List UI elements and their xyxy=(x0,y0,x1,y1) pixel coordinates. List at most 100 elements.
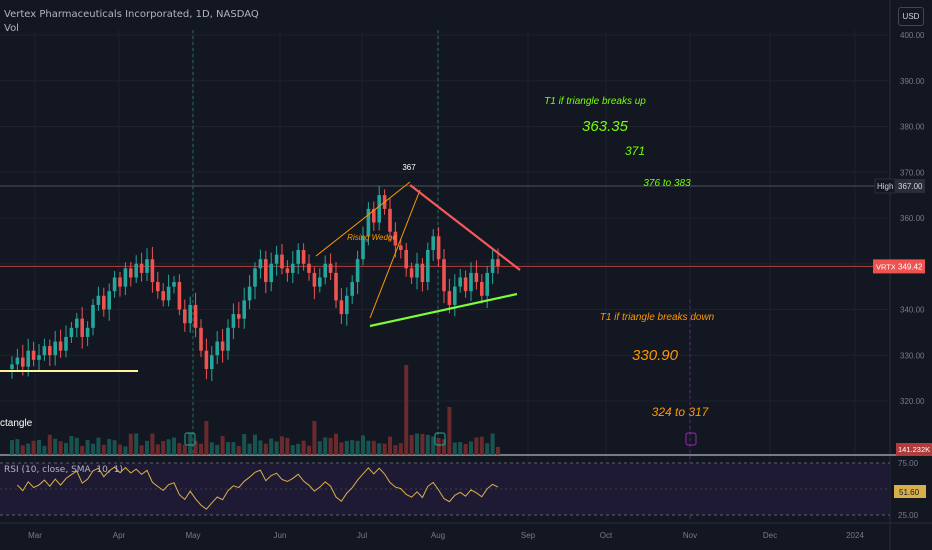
candle-body xyxy=(96,295,101,305)
volume-bar xyxy=(242,434,247,455)
candle-body xyxy=(123,268,128,287)
volume-bar xyxy=(58,441,63,455)
volume-bar xyxy=(425,434,430,455)
candle-body xyxy=(361,236,365,260)
volume-bar xyxy=(215,444,220,455)
volume-bar xyxy=(80,445,85,455)
volume-label: Vol xyxy=(4,23,19,34)
candle-body xyxy=(312,272,317,287)
candle-body xyxy=(426,250,430,283)
candle-body xyxy=(415,263,419,278)
volume-bar xyxy=(247,443,252,455)
annotation-label: 324 to 317 xyxy=(652,405,710,419)
volume-bar xyxy=(442,439,446,455)
candle-body xyxy=(377,195,381,223)
volume-bar xyxy=(452,442,457,455)
candle-body xyxy=(102,295,106,310)
candle-body xyxy=(247,286,252,301)
volume-bar xyxy=(317,441,322,455)
volume-bar xyxy=(118,444,122,455)
volume-bar xyxy=(112,440,117,455)
candle-body xyxy=(393,231,398,246)
candle-body xyxy=(177,282,182,310)
candle-body xyxy=(215,341,219,356)
volume-bar xyxy=(96,437,101,455)
volume-bar xyxy=(53,438,58,455)
candle-body xyxy=(334,272,338,301)
candle-body xyxy=(458,277,462,287)
volume-bar xyxy=(128,433,133,455)
candle-body xyxy=(107,291,111,310)
annotation-label: Rising Wedge xyxy=(347,233,397,242)
volume-bar xyxy=(26,443,31,455)
volume-bar xyxy=(334,433,338,455)
candle-body xyxy=(53,341,57,356)
candle-body xyxy=(350,282,354,296)
rsi-tick-label: 25.00 xyxy=(898,511,919,520)
candle-body xyxy=(112,277,117,292)
candle-body xyxy=(199,327,203,351)
price-tick-label: 360.00 xyxy=(900,214,925,223)
candle-body xyxy=(242,300,246,319)
volume-bar xyxy=(280,436,284,455)
earnings-icon xyxy=(434,432,446,446)
volume-bar xyxy=(415,433,419,455)
support-line xyxy=(369,292,518,328)
candle-body xyxy=(442,259,446,292)
candle-body xyxy=(48,346,52,356)
volume-bar xyxy=(447,407,452,455)
rsi-value-box xyxy=(894,485,926,498)
price-tick-label: 340.00 xyxy=(900,306,925,315)
volume-bar xyxy=(193,440,198,455)
candle-body xyxy=(366,208,371,237)
time-tick-label: 2024 xyxy=(846,531,864,540)
volume-bar xyxy=(463,443,468,455)
volume-bar xyxy=(177,443,182,455)
candle-body xyxy=(80,318,84,337)
time-tick-label: Dec xyxy=(763,531,777,540)
time-tick-label: Mar xyxy=(28,531,42,540)
volume-bar xyxy=(296,443,301,455)
volume-bar xyxy=(150,433,155,455)
candle-body xyxy=(496,259,500,267)
ticker-badge-box xyxy=(873,259,895,274)
volume-bar xyxy=(85,440,90,455)
volume-bar xyxy=(479,436,484,455)
volume-bar xyxy=(382,443,387,455)
volume-bar xyxy=(285,437,290,455)
annotation-label: 376 to 383 xyxy=(643,178,691,189)
candle-body xyxy=(485,272,489,296)
volume-bar xyxy=(393,445,398,455)
candle-body xyxy=(280,254,284,269)
candle-body xyxy=(26,350,30,367)
volume-bar xyxy=(172,437,176,455)
volume-bar xyxy=(307,445,311,455)
time-tick-label: Apr xyxy=(113,531,126,540)
candle-body xyxy=(150,259,155,283)
volume-bar xyxy=(236,445,241,455)
candle-body xyxy=(37,355,41,360)
candle-body xyxy=(274,254,279,264)
chart-title: Vertex Pharmaceuticals Incorporated, 1D,… xyxy=(4,9,259,20)
candle-body xyxy=(323,263,327,278)
volume-bar xyxy=(15,439,20,455)
volume-bar xyxy=(366,440,371,455)
annotation-label: T1 if triangle breaks up xyxy=(544,96,646,107)
time-tick-label: Nov xyxy=(683,531,697,540)
candle-body xyxy=(166,286,171,301)
volume-bar xyxy=(10,440,14,455)
volume-bar xyxy=(436,438,441,455)
time-tick-label: May xyxy=(185,531,200,540)
last-price-box xyxy=(895,259,925,274)
rsi-tick-label: 75.00 xyxy=(898,459,919,468)
volume-bar xyxy=(166,439,171,455)
currency-button[interactable]: USD xyxy=(898,7,924,26)
volume-bar xyxy=(42,445,47,455)
candle-body xyxy=(253,268,257,287)
candle-body xyxy=(156,282,160,292)
volume-bar xyxy=(290,445,295,455)
candle-body xyxy=(355,259,360,283)
candle-body xyxy=(15,357,20,365)
volume-bar xyxy=(69,436,74,455)
